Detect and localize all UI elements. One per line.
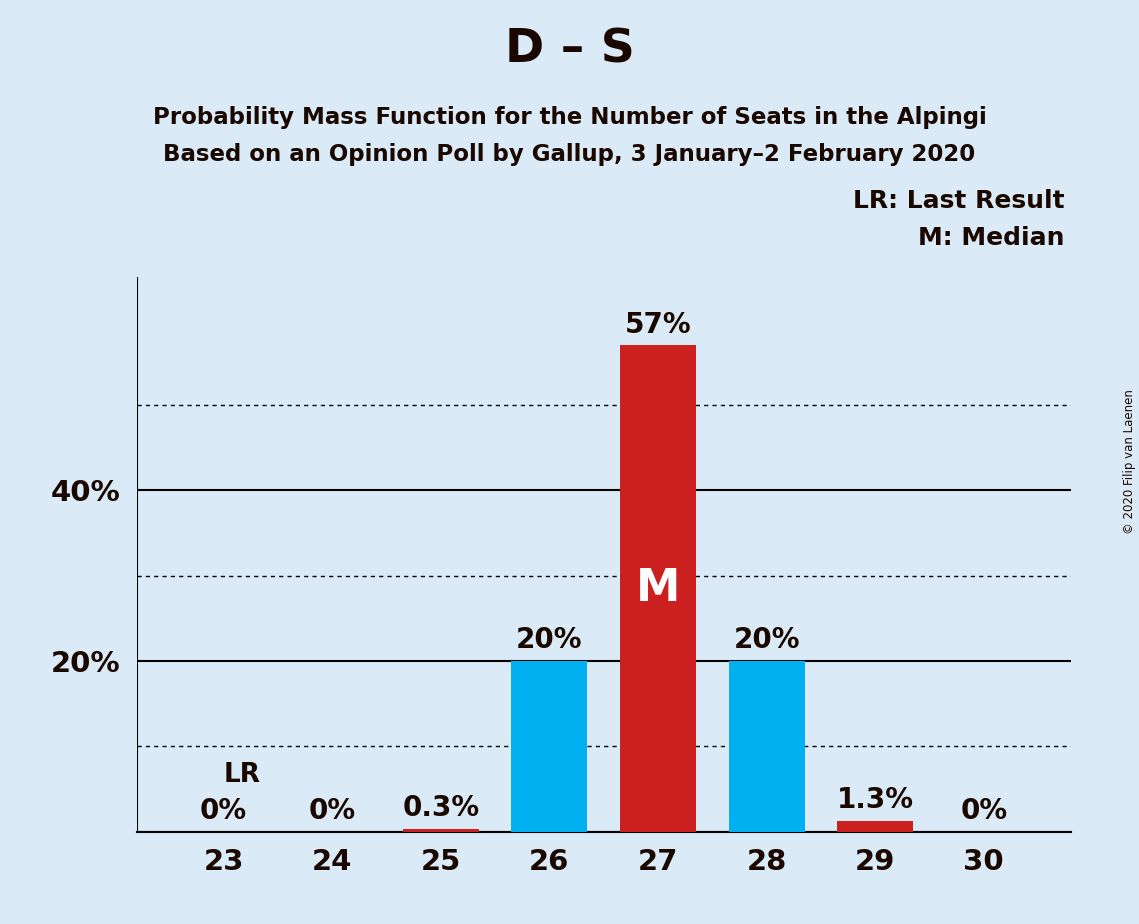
Bar	[403, 829, 478, 832]
Bar	[620, 346, 696, 832]
Text: M: Median: M: Median	[918, 226, 1065, 250]
Bar	[511, 661, 588, 832]
Text: 20%: 20%	[516, 626, 583, 654]
Text: 0%: 0%	[309, 796, 355, 825]
Text: M: M	[636, 567, 680, 610]
Text: 0.3%: 0.3%	[402, 795, 480, 822]
Text: LR: LR	[223, 761, 261, 787]
Bar	[837, 821, 913, 832]
Text: 0%: 0%	[200, 796, 247, 825]
Bar	[729, 661, 804, 832]
Text: 1.3%: 1.3%	[837, 785, 913, 814]
Text: LR: Last Result: LR: Last Result	[853, 189, 1065, 213]
Text: Probability Mass Function for the Number of Seats in the Alpingi: Probability Mass Function for the Number…	[153, 106, 986, 129]
Text: D – S: D – S	[505, 28, 634, 73]
Text: © 2020 Filip van Laenen: © 2020 Filip van Laenen	[1123, 390, 1137, 534]
Text: 20%: 20%	[734, 626, 800, 654]
Text: 0%: 0%	[960, 796, 1007, 825]
Text: Based on an Opinion Poll by Gallup, 3 January–2 February 2020: Based on an Opinion Poll by Gallup, 3 Ja…	[163, 143, 976, 166]
Text: 57%: 57%	[624, 310, 691, 338]
